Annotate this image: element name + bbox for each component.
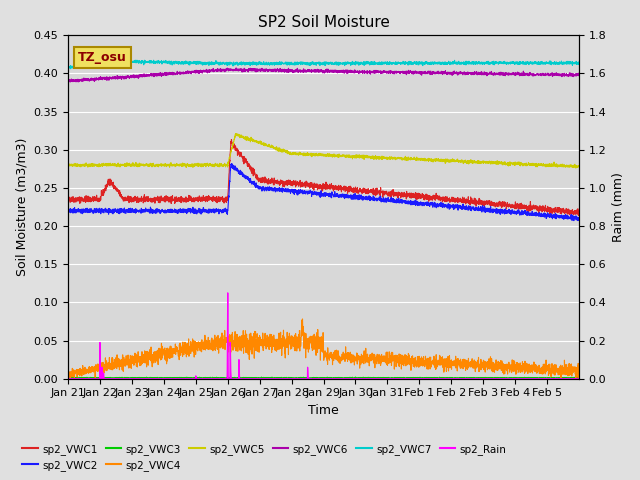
Y-axis label: Soil Moisture (m3/m3): Soil Moisture (m3/m3) [15, 138, 28, 276]
Text: TZ_osu: TZ_osu [78, 51, 127, 64]
Legend: sp2_VWC1, sp2_VWC2, sp2_VWC3, sp2_VWC4, sp2_VWC5, sp2_VWC6, sp2_VWC7, sp2_Rain: sp2_VWC1, sp2_VWC2, sp2_VWC3, sp2_VWC4, … [18, 439, 511, 475]
X-axis label: Time: Time [308, 404, 339, 417]
Y-axis label: Raim (mm): Raim (mm) [612, 172, 625, 242]
Title: SP2 Soil Moisture: SP2 Soil Moisture [257, 15, 389, 30]
